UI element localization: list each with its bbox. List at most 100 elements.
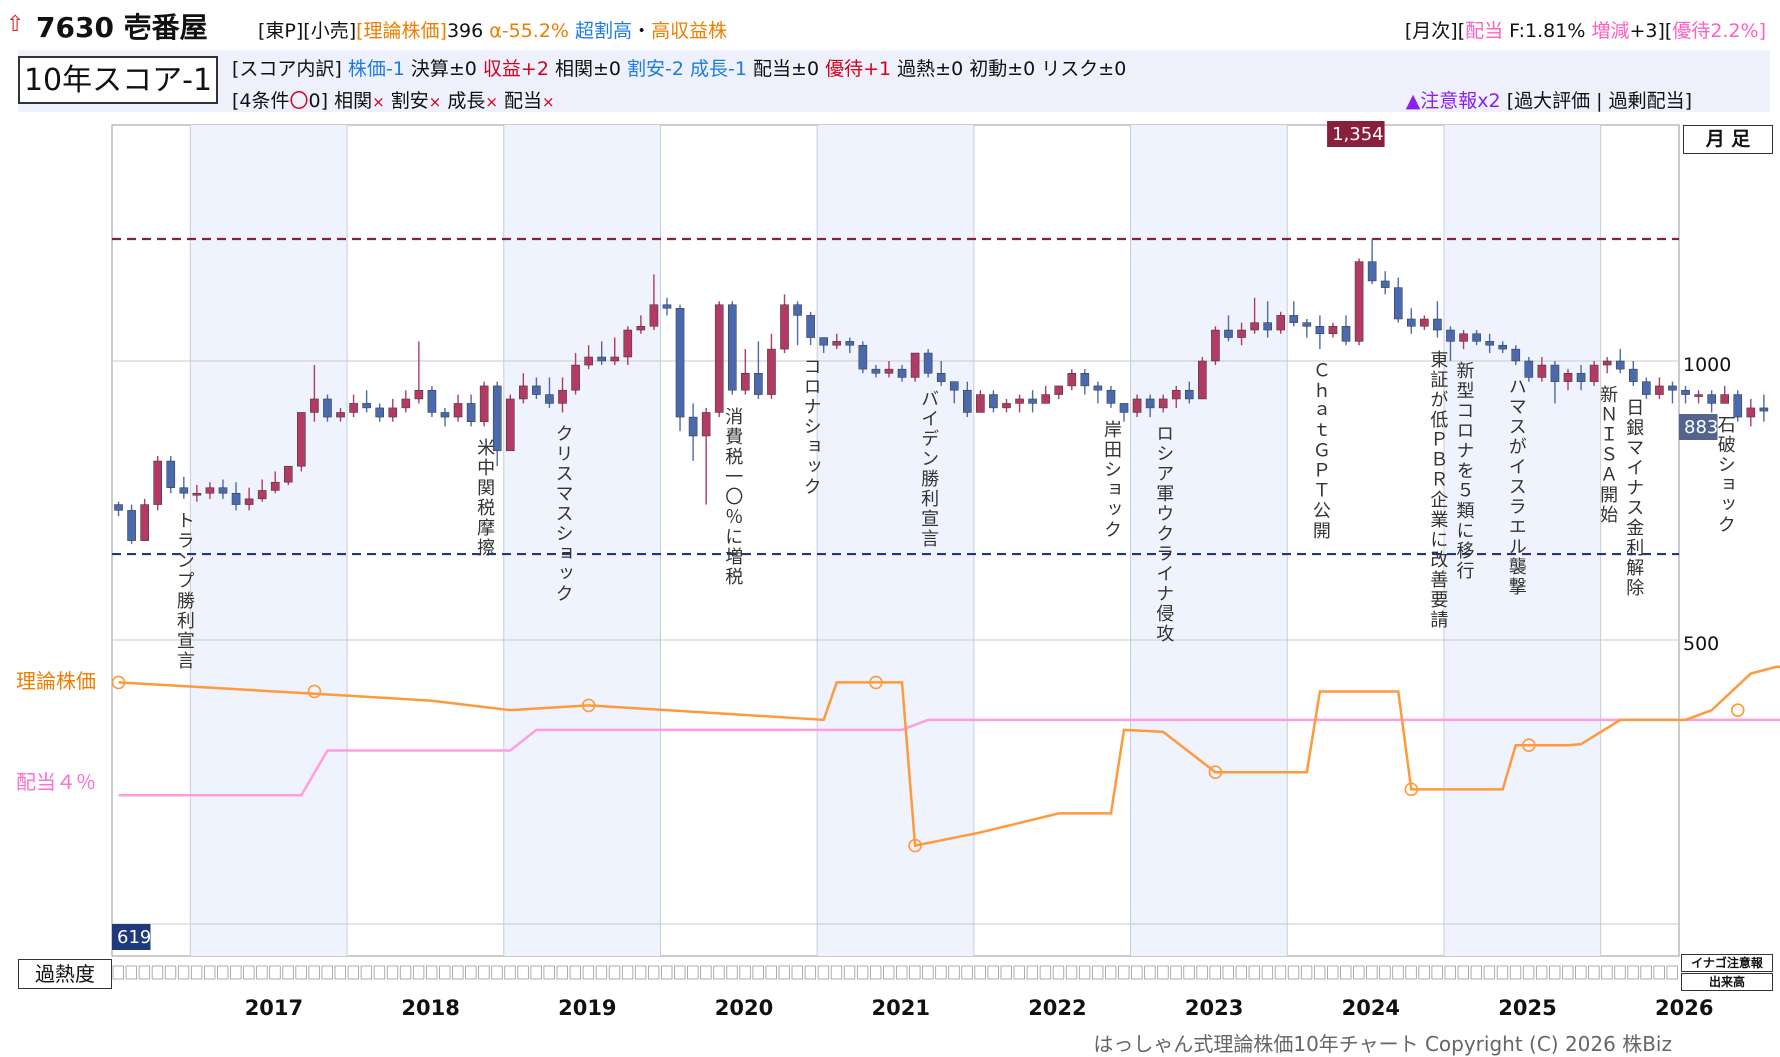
candle-body: [257, 490, 267, 500]
candle-body: [884, 368, 894, 374]
yutai-label: 優待: [1672, 20, 1711, 42]
candle-body: [114, 504, 123, 511]
overheat-cell: [386, 965, 399, 980]
candle-body: [949, 381, 959, 391]
condition-item: 割安×: [384, 90, 442, 112]
candle-body: [819, 337, 828, 346]
overheat-cell: [791, 965, 803, 980]
event-annotation: ＣｈａｔＧＰＴ公開: [1309, 361, 1331, 542]
candle-body: [1602, 360, 1612, 366]
overheat-cell: [1052, 965, 1065, 980]
candle-body: [793, 304, 802, 316]
candle-body: [649, 304, 659, 327]
candle-body: [401, 398, 411, 409]
overheat-cell: [556, 965, 568, 980]
year-label: 2017: [244, 996, 304, 1020]
candle-body: [754, 373, 763, 395]
overheat-cell: [713, 965, 725, 980]
overheat-cell: [1366, 965, 1378, 980]
min-price-label-box: [112, 924, 151, 950]
candle-body: [1420, 318, 1429, 327]
overheat-cell: [1131, 965, 1143, 980]
overheat-cell: [204, 965, 216, 980]
candle-body: [388, 407, 398, 418]
event-annotation: バイデン勝利宣言: [918, 389, 940, 550]
overheat-cell: [243, 965, 255, 980]
overheat-cell: [347, 965, 360, 980]
candle-body: [963, 389, 972, 413]
candle-body: [492, 385, 502, 452]
score-breakdown: [スコア内訳] 株価-1 決算±0 収益+2 相関±0 割安-2 成長-1 配当…: [232, 54, 1126, 81]
candle-body: [741, 373, 750, 391]
event-annotation: 東証が低ＰＢＲ企業に改善要請: [1427, 349, 1449, 630]
overheat-cell: [1287, 965, 1300, 980]
candle-body: [1145, 398, 1155, 409]
overheat-cell: [1444, 965, 1456, 980]
up-arrow-icon: ⇧: [6, 12, 25, 37]
candle-body: [1498, 344, 1508, 350]
overheat-cell: [1575, 965, 1587, 980]
overheat-cell: [961, 965, 973, 980]
candle-body: [1576, 373, 1586, 382]
candle-body: [1759, 407, 1769, 412]
overheat-cell: [1588, 965, 1600, 980]
alert-info: ▲注意報x2 [過大評価 | 過剰配当]: [1406, 86, 1692, 113]
condition-item: 相関×: [334, 90, 385, 112]
candle-body: [192, 492, 202, 496]
overheat-cell: [295, 965, 307, 980]
candle-body: [714, 304, 724, 413]
overheat-cell: [1013, 965, 1025, 980]
candle-body: [858, 344, 868, 370]
score-item: 過熱±0: [891, 58, 964, 80]
candle-body: [727, 304, 737, 391]
candle-body: [832, 341, 842, 346]
candle-body: [1563, 373, 1573, 382]
overheat-cell: [1078, 965, 1091, 980]
candle-body: [1106, 389, 1116, 404]
overheat-cell: [856, 965, 869, 980]
overheat-cell: [1483, 965, 1496, 980]
event-annotation: 石破ショック: [1714, 415, 1736, 536]
overheat-cell: [647, 965, 660, 980]
candle-body: [519, 385, 528, 400]
candle-body: [1211, 329, 1220, 362]
candle-body: [923, 352, 933, 374]
candle-body: [623, 329, 633, 358]
yutai-value: 2.2%]: [1710, 20, 1766, 42]
candle-body: [1276, 315, 1286, 331]
event-annotation: 米中関税摩擦: [474, 438, 496, 559]
candle-body: [427, 389, 437, 413]
overheat-cell: [1666, 965, 1678, 980]
candle-body: [1511, 348, 1521, 362]
event-annotation: ロシア軍ウクライナ侵攻: [1153, 424, 1175, 645]
overheat-cell: [1235, 965, 1247, 980]
overheat-cell: [1457, 965, 1469, 980]
monthly-prefix: [月次][: [1404, 20, 1466, 42]
candle-body: [1302, 322, 1312, 327]
overheat-cell: [1470, 965, 1483, 980]
overheat-cell: [765, 965, 777, 980]
overheat-cell: [1209, 965, 1221, 980]
year-label: 2019: [558, 996, 617, 1020]
overheat-cell: [269, 965, 281, 980]
overheat-cell: [138, 965, 151, 980]
year-label: 2026: [1655, 996, 1714, 1020]
event-annotation: クリスマスショック: [552, 424, 574, 605]
candle-body: [1328, 326, 1338, 335]
overheat-cell: [1601, 965, 1613, 980]
event-annotation: 消費税一〇％に増税: [722, 406, 744, 587]
overheat-cell: [1522, 965, 1535, 980]
inago-text: イナゴ注意報: [1691, 956, 1763, 970]
candle-body: [1694, 394, 1703, 397]
theory-marker: [869, 675, 883, 690]
overheat-cell: [1300, 965, 1313, 980]
overheat-cell: [922, 965, 934, 980]
year-label: 2023: [1184, 996, 1244, 1020]
header-right-info: [月次][配当 F:1.81% 増減+3][優待2.2%]: [1405, 16, 1766, 43]
overheat-cell: [608, 965, 621, 980]
condition-item: 配当×: [497, 90, 555, 112]
candle-body: [558, 389, 567, 404]
score-item: 優待+1: [819, 58, 892, 80]
candle-body: [1093, 385, 1103, 391]
overheat-cell: [373, 965, 386, 980]
